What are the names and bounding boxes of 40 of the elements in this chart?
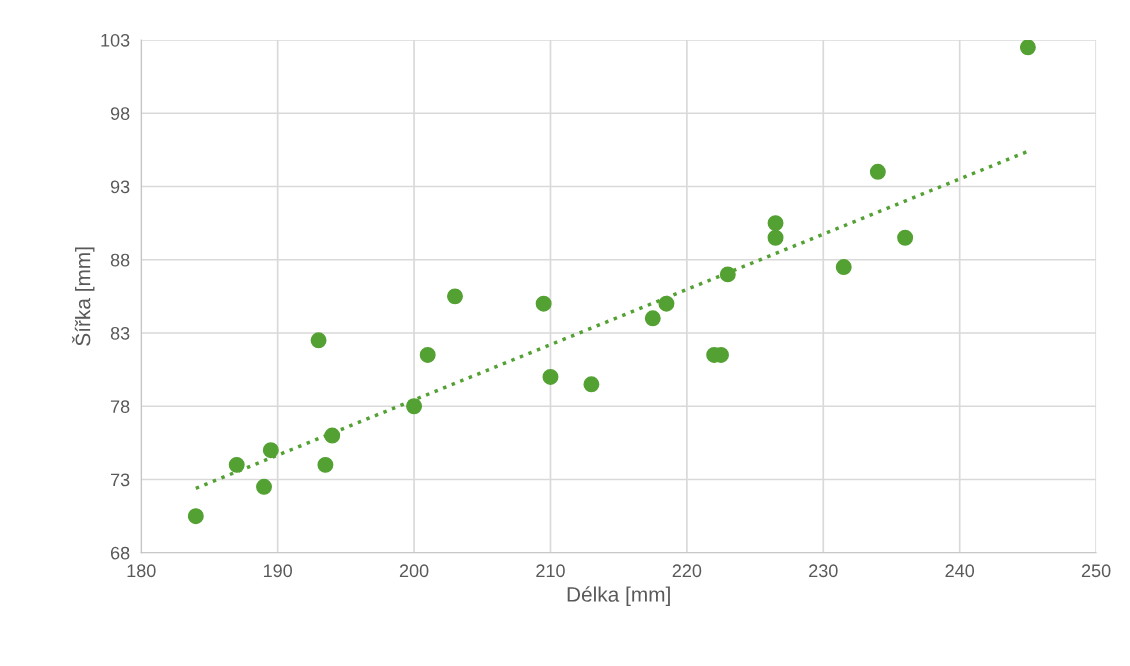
x-tick-label: 230 [809, 564, 838, 578]
y-tick-label: 103 [101, 33, 130, 47]
y-tick-label: 98 [110, 107, 130, 120]
x-tick-label: 210 [536, 564, 565, 578]
point [897, 229, 914, 246]
point [644, 310, 661, 327]
x-tick-label: 180 [127, 564, 156, 578]
point [767, 229, 784, 246]
point [869, 163, 886, 180]
point [406, 398, 423, 415]
y-tick-label: 88 [110, 253, 130, 267]
point [542, 368, 559, 385]
x-tick-label: 220 [672, 564, 702, 578]
point [1019, 39, 1036, 56]
y-tick-label: 78 [110, 400, 130, 413]
point [419, 346, 436, 363]
x-tick-label: 250 [1081, 564, 1111, 578]
y-tick-label: 73 [110, 473, 130, 487]
point [262, 442, 279, 459]
x-tick-label: 200 [399, 564, 429, 578]
y-tick-label: 93 [110, 180, 130, 194]
point [767, 215, 784, 232]
y-axis-title: Šířka [mm] [71, 247, 95, 346]
point [228, 456, 245, 473]
point [583, 376, 600, 393]
point [535, 295, 552, 312]
x-tick-label: 240 [945, 564, 975, 578]
point [447, 288, 463, 305]
y-tick-label: 68 [110, 546, 130, 560]
point [187, 508, 204, 525]
point [719, 266, 736, 283]
point [256, 478, 272, 495]
x-axis-title: Délka [mm] [567, 586, 670, 606]
point [310, 332, 327, 349]
x-tick-label: 190 [263, 564, 293, 578]
y-tick-label: 83 [110, 326, 130, 340]
point [835, 259, 852, 276]
point [317, 456, 334, 473]
point [658, 295, 675, 312]
point [324, 427, 341, 444]
